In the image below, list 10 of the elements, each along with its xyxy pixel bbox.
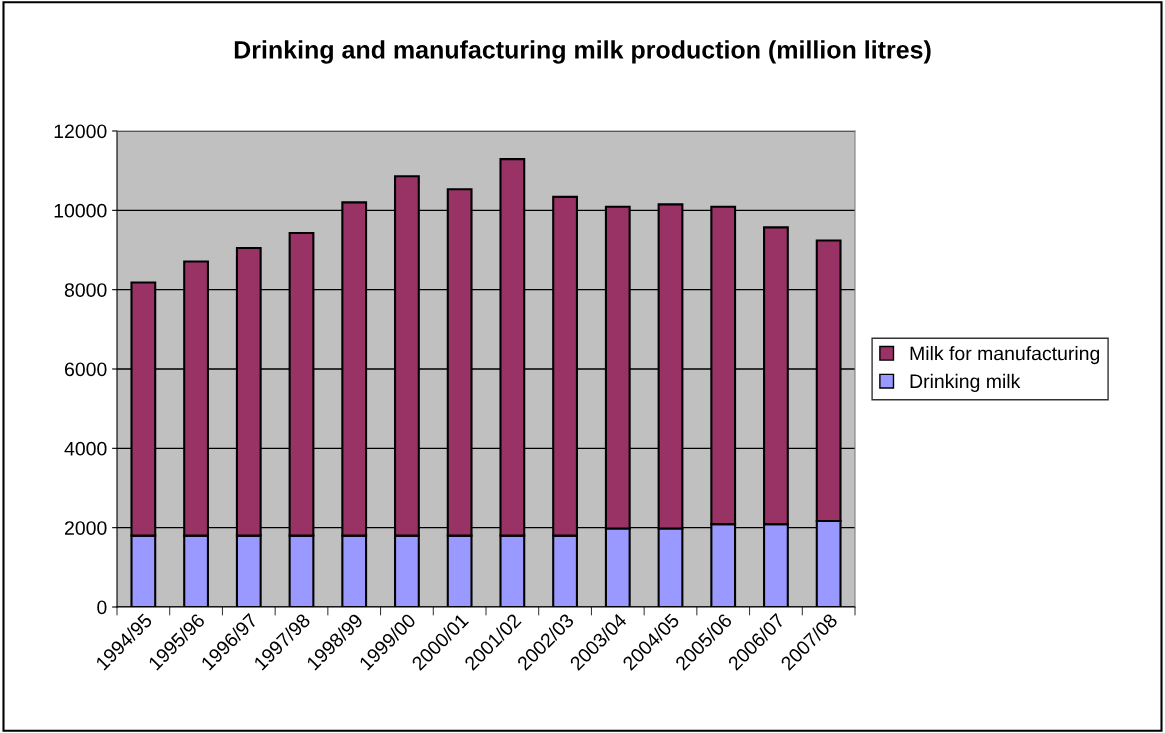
chart-title: Drinking and manufacturing milk production (million litres)	[234, 40, 931, 64]
y-tick-label: 12000	[54, 124, 107, 139]
y-tick-label: 4000	[64, 441, 107, 456]
y-tick-label: 6000	[65, 362, 107, 377]
y-tick-label: 2000	[65, 521, 107, 535]
y-tick-label: 0	[97, 600, 107, 615]
legend-label: Drinking milk	[910, 373, 1021, 392]
y-tick-label: 8000	[64, 283, 107, 297]
legend-label: Milk for manufacturing	[910, 346, 1100, 365]
y-tick-label: 10000	[54, 203, 107, 218]
